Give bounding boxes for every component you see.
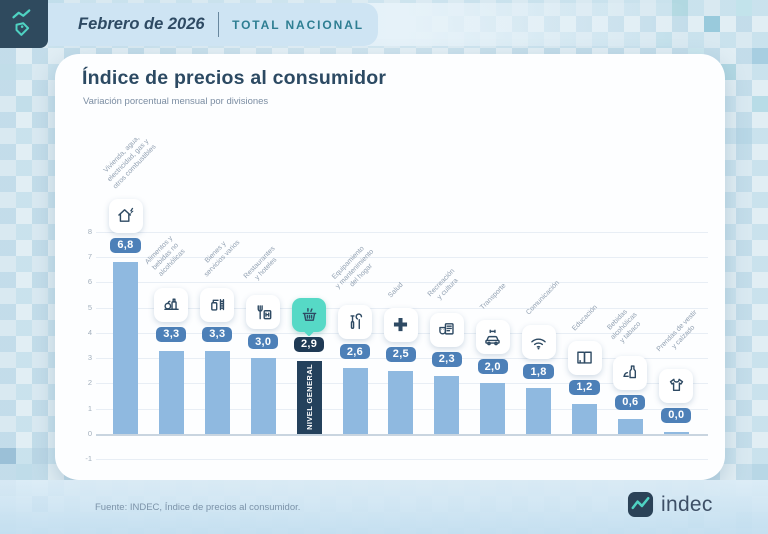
gridline <box>96 231 708 233</box>
bar <box>572 403 597 434</box>
bar-group: 3,3 <box>194 287 240 434</box>
category-label: Restaurantes y hoteles <box>242 245 279 282</box>
y-axis-tick: 6 <box>87 277 92 287</box>
price-tag-icon <box>12 9 31 36</box>
y-axis-tick: 2 <box>87 378 92 388</box>
price-tag-logo <box>0 0 48 48</box>
restaurant-hotel-icon <box>246 295 281 330</box>
value-badge: 6,8 <box>110 237 141 253</box>
y-axis-tick: 1 <box>87 403 92 413</box>
bar-group: 3,0 <box>240 295 286 434</box>
bar-group: 0,6 <box>607 355 653 434</box>
y-axis-tick: 0 <box>87 429 92 438</box>
value-badge: 3,0 <box>248 334 279 350</box>
highlight-bar-label: NIVEL GENERAL <box>304 364 314 431</box>
bar-group: 6,8 <box>103 198 149 434</box>
gridline <box>96 282 708 284</box>
category-label: Prendas de vestir y calzado <box>655 309 699 354</box>
category-label: Bebidas alcohólicas y tabaco <box>606 308 643 345</box>
bar-group: 2,3 <box>424 312 470 434</box>
bar-group: 2,6 <box>332 305 378 434</box>
bar-group: 1,8 <box>516 325 562 434</box>
value-badge: 2,9 <box>293 336 325 352</box>
category-label: Comunicación <box>524 279 561 317</box>
category-label: Recreación y cultura <box>426 267 460 301</box>
source-note: Fuente: INDEC, Índice de precios al cons… <box>95 502 301 513</box>
bar <box>434 375 460 434</box>
transport-car-icon <box>475 320 510 355</box>
category-label: Alimentos y bebidas no alcohólicas <box>144 235 188 279</box>
gridline <box>96 434 708 436</box>
footer-band: Fuente: INDEC, Índice de precios al cons… <box>0 480 768 534</box>
value-badge: 0,6 <box>615 394 646 410</box>
value-badge: 3,3 <box>202 326 233 342</box>
clothing-shirt-icon <box>659 368 694 403</box>
header-divider <box>217 12 220 37</box>
bar <box>250 358 276 434</box>
value-badge: 2,0 <box>477 359 508 375</box>
bar-group: 2,0 <box>470 320 516 434</box>
bar <box>617 418 643 434</box>
bar-group: 2,5 <box>378 307 424 434</box>
indec-logo-icon <box>627 491 654 518</box>
chart-card: Índice de precios al consumidor Variació… <box>55 54 725 480</box>
wifi-communication-icon <box>521 325 556 360</box>
home-equipment-icon <box>338 305 372 340</box>
bar-group: 1,2 <box>562 340 608 434</box>
value-badge: 3,3 <box>156 326 187 342</box>
value-badge: 1,2 <box>569 379 600 395</box>
house-utilities-icon <box>108 198 143 233</box>
category-label: Salud <box>387 281 405 299</box>
bar <box>113 261 138 434</box>
category-label: Equipamiento y mantenimiento del hogar <box>331 245 376 291</box>
category-label: Vivienda, agua, electricidad, gas y otro… <box>102 134 158 191</box>
health-cross-icon <box>383 307 418 342</box>
indec-logo: indec <box>627 491 713 518</box>
value-badge: 0,0 <box>661 407 692 423</box>
bar <box>388 370 414 434</box>
value-badge: 2,3 <box>431 351 462 367</box>
gridline <box>96 459 708 461</box>
value-badge: 2,6 <box>339 344 371 360</box>
period-label: Febrero de 2026 <box>78 15 205 33</box>
bar <box>526 388 552 434</box>
indec-logo-text: indec <box>661 492 713 516</box>
food-beverages-icon <box>154 287 189 322</box>
y-axis-tick: -1 <box>85 454 92 464</box>
y-axis-tick: 7 <box>87 251 92 261</box>
bar <box>480 383 506 434</box>
bar <box>158 350 184 434</box>
y-axis-tick: 5 <box>87 302 92 312</box>
personal-care-icon <box>200 287 235 322</box>
bar-group: 2,9 NIVEL GENERAL <box>286 297 332 434</box>
gridline <box>96 256 708 258</box>
bar <box>663 431 689 434</box>
education-book-icon <box>567 340 602 375</box>
y-axis-tick: 8 <box>87 226 92 236</box>
scope-label: TOTAL NACIONAL <box>232 17 364 32</box>
bar <box>204 350 230 434</box>
bar <box>342 368 368 434</box>
y-axis-tick: 4 <box>87 327 92 337</box>
value-badge: 2,5 <box>385 346 416 362</box>
bar-group: 3,3 <box>148 287 194 434</box>
chart-title: Índice de precios al consumidor <box>82 67 387 89</box>
bar-group: 0,0 <box>653 368 699 434</box>
header-band: Febrero de 2026 TOTAL NACIONAL <box>48 3 378 46</box>
recreation-culture-icon <box>429 312 464 347</box>
alcohol-tobacco-icon <box>613 355 648 390</box>
bar-chart: 8 7 6 5 4 3 2 1 0 -1 6,8 Vivienda, agua, electricid… <box>55 54 725 480</box>
value-badge: 1,8 <box>523 364 554 380</box>
chart-subtitle: Variación porcentual mensual por divisio… <box>83 96 269 107</box>
bar: NIVEL GENERAL <box>296 360 322 434</box>
basket-icon <box>292 297 327 332</box>
y-axis-tick: 3 <box>87 353 92 363</box>
